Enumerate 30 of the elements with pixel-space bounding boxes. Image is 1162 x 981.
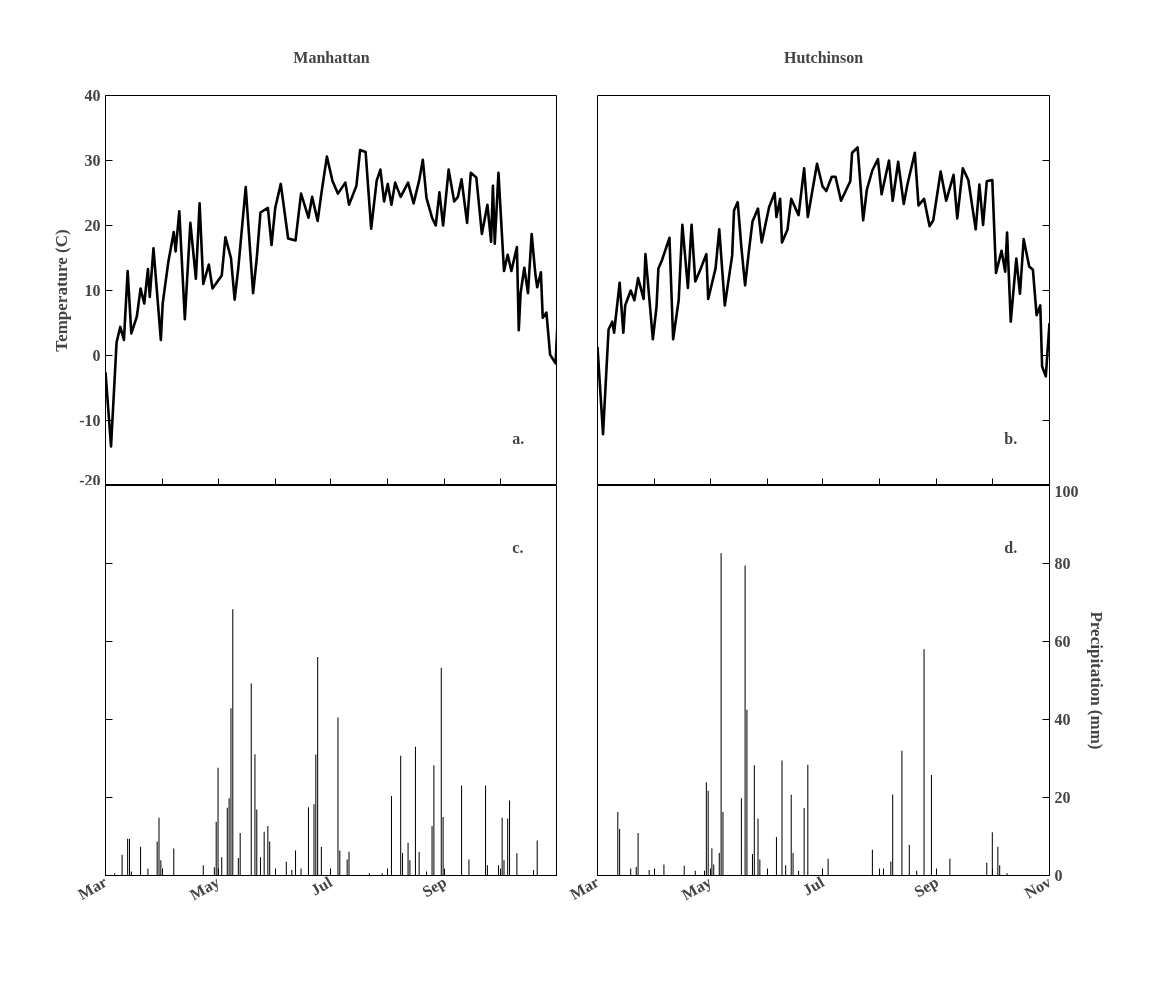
- annotation: d.: [1004, 538, 1018, 556]
- chart-title: Hutchinson: [783, 48, 864, 66]
- y2-tick-label: 40: [1054, 711, 1071, 728]
- x-tick-label: May: [186, 873, 223, 905]
- y-tick-label: 20: [84, 217, 101, 234]
- y-tick-label: 40: [84, 87, 101, 104]
- y-axis-title: Temperature (C): [52, 229, 72, 352]
- y-tick-label: -20: [79, 471, 101, 489]
- x-tick-label: Mar: [75, 873, 110, 903]
- y-tick-label: 30: [84, 152, 101, 169]
- annotation: b.: [1004, 429, 1018, 447]
- x-tick-label: Jul: [799, 872, 828, 899]
- y2-tick-label: 0: [1054, 867, 1063, 884]
- y2-tick-label: 80: [1054, 555, 1071, 572]
- annotation: c.: [512, 538, 524, 556]
- y2-tick-label: 20: [1054, 789, 1071, 806]
- y-tick-label: 10: [84, 282, 101, 299]
- annotation: a.: [512, 429, 525, 447]
- y2-axis-title: Precipitation (mm): [1086, 611, 1106, 750]
- y-tick-label: -10: [79, 412, 101, 429]
- y2-tick-label: 60: [1054, 633, 1071, 650]
- x-tick-label: May: [678, 873, 715, 905]
- x-tick-label: Jul: [307, 872, 336, 899]
- x-tick-label: Sep: [911, 873, 942, 902]
- x-tick-label: Sep: [419, 873, 450, 902]
- y-tick-label: 0: [92, 347, 101, 364]
- y2-tick-label: 100: [1054, 482, 1079, 500]
- x-tick-label: Mar: [567, 873, 602, 903]
- chart-title: Manhattan: [293, 48, 370, 66]
- x-tick-label: Nov: [1021, 873, 1054, 902]
